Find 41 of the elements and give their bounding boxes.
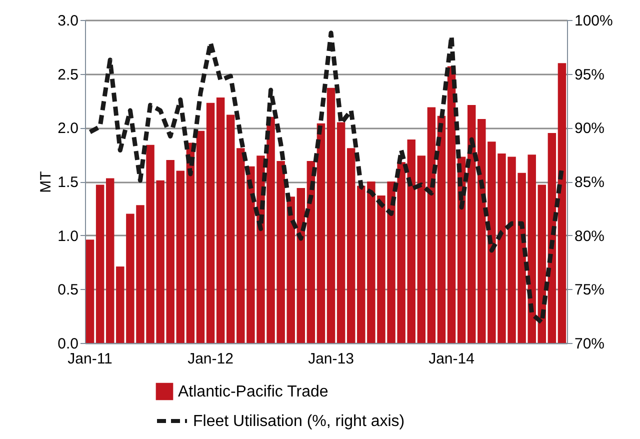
bar bbox=[558, 63, 566, 343]
bar bbox=[316, 123, 326, 343]
bar bbox=[336, 122, 346, 343]
bar bbox=[96, 184, 104, 343]
y2-tick-label: 80% bbox=[574, 228, 605, 245]
y2-tick-label: 70% bbox=[574, 336, 605, 352]
y-tick-label: 0.0 bbox=[58, 336, 78, 352]
y-tick-label: 0.5 bbox=[58, 282, 78, 299]
bar bbox=[216, 98, 225, 343]
bar bbox=[206, 102, 215, 343]
bar bbox=[467, 105, 476, 343]
y2-tick-label: 75% bbox=[574, 282, 605, 299]
bar bbox=[106, 178, 114, 343]
bar bbox=[196, 130, 205, 343]
x-tick-label: Jan-14 bbox=[428, 350, 474, 368]
bar bbox=[437, 116, 446, 343]
line-series bbox=[88, 30, 564, 325]
x-tick-label: Jan-13 bbox=[308, 350, 354, 368]
bar bbox=[296, 188, 306, 343]
y2-tick-label: 95% bbox=[574, 66, 605, 84]
y-tick-label: 3.0 bbox=[58, 12, 78, 30]
x-tick-label: Jan-11 bbox=[68, 350, 112, 368]
bar bbox=[176, 170, 185, 343]
y-tick-label: 1.5 bbox=[58, 174, 78, 191]
bar bbox=[447, 66, 456, 343]
y-tick-label: 2.5 bbox=[58, 66, 78, 84]
y-axis-title: MT bbox=[38, 171, 55, 193]
y2-tick-label: 90% bbox=[574, 120, 605, 138]
y2-tick-label: 100% bbox=[574, 12, 613, 30]
y2-tick-label: 85% bbox=[574, 174, 605, 191]
y-tick-label: 1.0 bbox=[58, 228, 78, 245]
bar bbox=[326, 88, 336, 343]
bar bbox=[417, 156, 426, 343]
bar bbox=[86, 240, 94, 343]
legend-label: Fleet Utilisation (%, right axis) bbox=[193, 413, 405, 430]
legend-label: Atlantic-Pacific Trade bbox=[178, 384, 328, 400]
bar bbox=[226, 114, 235, 343]
bar bbox=[427, 107, 436, 343]
bar bbox=[346, 148, 356, 343]
x-tick-label: Jan-12 bbox=[188, 350, 234, 368]
y-tick-label: 2.0 bbox=[58, 120, 78, 138]
